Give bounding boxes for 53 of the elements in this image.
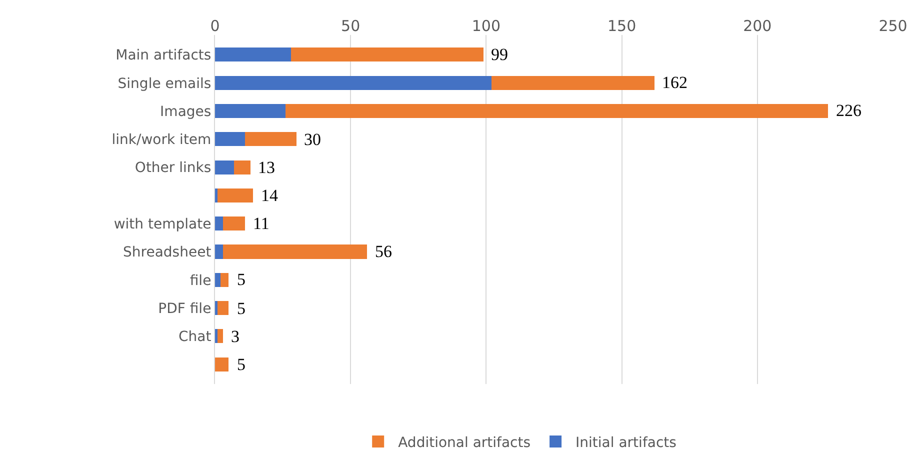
bar [220,272,229,287]
total-label: 226 [836,101,862,120]
bar [218,188,253,202]
bar [218,329,224,344]
bar [286,104,828,118]
bar [244,132,296,146]
x-tick-label: 250 [878,17,908,35]
total-label: 14 [261,186,278,205]
x-tick-label: 0 [210,17,220,35]
bar [290,48,484,62]
y-tick-label: Chat [178,329,212,346]
bar [215,48,291,62]
y-tick-label: with template [114,216,212,232]
bar [215,104,286,118]
bar [492,76,654,90]
bar [215,329,218,344]
bar [215,357,229,372]
bar [215,160,234,174]
y-tick-label: Main artifacts [116,48,212,64]
bar [215,272,220,287]
bar [215,188,218,202]
legend-label: Additional artifacts [398,434,531,451]
x-tick-label: 200 [743,17,772,35]
x-tick-label: 100 [472,17,501,35]
x-tick-label: 150 [607,17,636,35]
bar [215,300,218,316]
total-label: 5 [237,299,246,318]
total-label: 30 [304,130,321,149]
bar [215,244,224,259]
total-label: 11 [253,214,270,233]
total-label: 162 [662,73,688,92]
total-label: 3 [231,327,240,346]
total-label: 5 [237,355,246,374]
total-label: 99 [491,45,508,64]
x-tick-label: 50 [341,17,360,35]
y-tick-label: Other links [134,160,212,176]
y-tick-label: Shreadsheet [123,244,212,261]
y-tick-label: file [190,272,212,289]
bar [234,160,250,174]
y-tick-label: Images [160,104,212,120]
bar [215,132,245,146]
bar [223,244,367,259]
y-tick-label: link/work item [112,132,212,148]
total-label: 13 [258,158,275,177]
y-tick-label: PDF file [158,300,212,317]
bar [218,300,229,316]
bar [223,216,245,231]
bar [215,216,224,231]
total-label: 5 [237,270,246,289]
legend-label: Initial artifacts [576,434,676,451]
total-label: 56 [375,242,392,261]
bar [215,76,492,90]
y-tick-label: Single emails [118,76,212,92]
